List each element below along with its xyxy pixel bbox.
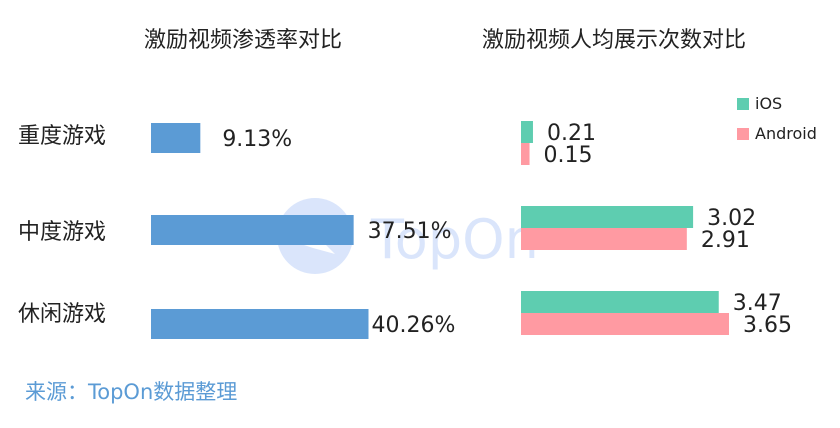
ios-value-label: 3.47	[733, 291, 782, 316]
penetration-value-label: 40.26%	[372, 313, 456, 338]
android-bar	[521, 313, 729, 335]
penetration-bar	[151, 123, 201, 153]
penetration-value-label: 37.51%	[368, 219, 452, 244]
penetration-value-label: 9.13%	[222, 127, 292, 152]
ios-value-label: 3.02	[707, 206, 756, 231]
category-label-medium: 中度游戏	[18, 220, 107, 245]
penetration-bar	[151, 215, 354, 245]
right-chart-title: 激励视频人均展示次数对比	[482, 28, 747, 53]
android-value-label: 0.15	[544, 143, 593, 168]
category-label-heavy: 重度游戏	[18, 124, 107, 149]
legend-item-android: Android	[737, 124, 817, 143]
android-bar	[521, 143, 530, 165]
legend-label-ios: iOS	[755, 94, 783, 113]
legend-swatch-ios	[737, 97, 749, 110]
source-note: 来源：TopOn数据整理	[25, 380, 238, 404]
category-label-casual: 休闲游戏	[18, 302, 107, 327]
ios-bar	[521, 121, 533, 143]
legend-label-android: Android	[755, 124, 817, 143]
android-value-label: 2.91	[701, 228, 750, 253]
ios-bar	[521, 291, 719, 313]
penetration-bar	[151, 309, 369, 339]
android-value-label: 3.65	[743, 313, 792, 338]
ios-bar	[521, 206, 694, 228]
ios-value-label: 0.21	[547, 121, 596, 146]
legend-item-ios: iOS	[737, 94, 782, 113]
left-chart-title: 激励视频渗透率对比	[144, 28, 343, 53]
android-bar	[521, 228, 687, 250]
watermark-text: TopOn	[370, 208, 539, 271]
legend-swatch-android	[737, 127, 749, 140]
